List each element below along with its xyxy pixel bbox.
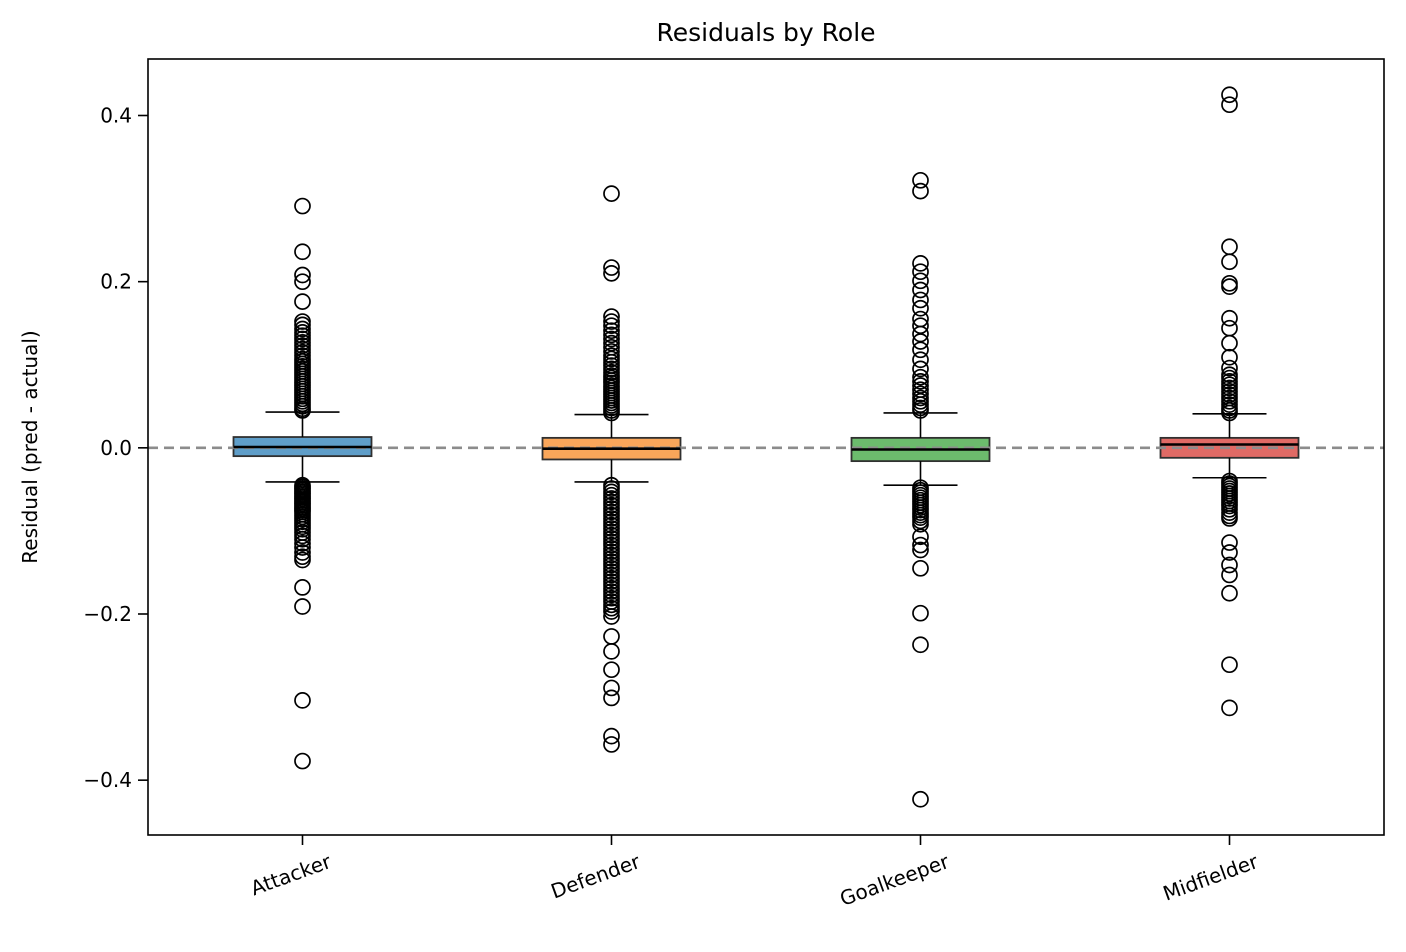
y-axis-label: Residual (pred - actual) xyxy=(18,330,42,564)
outlier-point xyxy=(912,182,929,200)
outlier-point xyxy=(294,551,311,569)
outlier-point xyxy=(912,604,929,622)
outlier-point xyxy=(912,528,929,546)
outlier-point xyxy=(603,343,620,360)
outlier-point xyxy=(912,263,929,281)
outlier-point xyxy=(1221,510,1238,527)
outlier-point xyxy=(1221,544,1238,561)
outlier-point xyxy=(294,293,311,310)
outlier-point xyxy=(1221,359,1238,377)
outlier-point xyxy=(294,544,311,561)
outlier-point xyxy=(294,197,311,215)
outlier-point xyxy=(1221,86,1238,104)
outlier-point xyxy=(603,404,620,422)
outlier-point xyxy=(912,281,929,299)
outlier-point xyxy=(1221,96,1238,114)
outlier-point xyxy=(294,539,311,556)
outlier-point xyxy=(1221,253,1238,271)
outlier-point xyxy=(294,530,311,548)
y-tick-label: 0.4 xyxy=(100,103,132,127)
outlier-point xyxy=(1221,404,1238,422)
y-tick-label: −0.4 xyxy=(83,768,132,792)
outlier-point xyxy=(294,692,311,709)
outlier-point xyxy=(912,541,929,559)
outlier-point xyxy=(912,790,929,808)
outlier-point xyxy=(1221,566,1238,584)
outlier-point xyxy=(912,351,929,369)
outlier-point xyxy=(912,272,929,290)
x-tick-label-defender: Defender xyxy=(548,849,644,904)
outlier-point xyxy=(603,689,620,707)
outlier-point xyxy=(912,368,929,386)
outlier-point xyxy=(603,628,620,645)
outlier-point xyxy=(912,255,929,272)
outlier-point xyxy=(912,310,929,328)
outlier-point xyxy=(912,515,929,533)
outlier-point xyxy=(1221,274,1238,292)
outlier-point xyxy=(1221,319,1238,337)
outlier-point xyxy=(1221,699,1238,717)
outlier-point xyxy=(603,330,620,348)
x-tick-label-goalkeeper: Goalkeeper xyxy=(837,849,953,911)
outlier-point xyxy=(1221,334,1238,352)
outlier-point xyxy=(1221,348,1238,366)
outlier-point xyxy=(603,608,620,625)
outlier-point xyxy=(294,402,311,419)
outlier-point xyxy=(1221,238,1238,256)
outlier-point xyxy=(603,259,620,276)
chart-title: Residuals by Role xyxy=(656,18,876,47)
outlier-point xyxy=(603,736,620,753)
outlier-point xyxy=(294,316,311,334)
outlier-point xyxy=(603,185,620,202)
outlier-point xyxy=(294,598,311,615)
outlier-point xyxy=(912,636,929,654)
outlier-point xyxy=(603,661,620,679)
outlier-point xyxy=(912,341,929,359)
outlier-point xyxy=(1221,584,1238,602)
outlier-point xyxy=(603,322,620,340)
outlier-point xyxy=(294,243,311,261)
outlier-point xyxy=(1221,278,1238,295)
outlier-point xyxy=(603,265,620,282)
x-tick-label-attacker: Attacker xyxy=(247,849,335,900)
outlier-point xyxy=(294,266,311,284)
outlier-point xyxy=(294,535,311,552)
outlier-point xyxy=(912,291,929,309)
y-tick-label: 0.2 xyxy=(100,270,132,294)
outlier-point xyxy=(912,402,929,419)
outlier-point xyxy=(1221,309,1238,327)
outlier-point xyxy=(603,679,620,697)
outlier-point xyxy=(912,385,929,403)
axes-frame xyxy=(147,58,1385,836)
outlier-point xyxy=(294,273,311,291)
outlier-point xyxy=(1221,556,1238,574)
outlier-point xyxy=(603,603,620,620)
x-tick-label-midfielder: Midfielder xyxy=(1160,849,1262,906)
outlier-point xyxy=(294,752,311,770)
outlier-point xyxy=(1221,656,1238,674)
outlier-point xyxy=(603,317,620,335)
y-tick-label: −0.2 xyxy=(83,602,132,626)
outlier-point xyxy=(603,308,620,325)
y-tick-label: 0.0 xyxy=(100,436,132,460)
outlier-point xyxy=(912,333,929,350)
outlier-point xyxy=(912,536,929,554)
outlier-point xyxy=(603,727,620,745)
outlier-point xyxy=(912,171,929,189)
outlier-point xyxy=(603,643,620,660)
outlier-point xyxy=(603,313,620,330)
outlier-point xyxy=(912,299,929,317)
outlier-point xyxy=(912,373,929,390)
outlier-point xyxy=(912,559,929,577)
outlier-point xyxy=(912,360,929,378)
outlier-point xyxy=(603,326,620,344)
outlier-point xyxy=(1221,534,1238,551)
outlier-point xyxy=(294,579,311,596)
